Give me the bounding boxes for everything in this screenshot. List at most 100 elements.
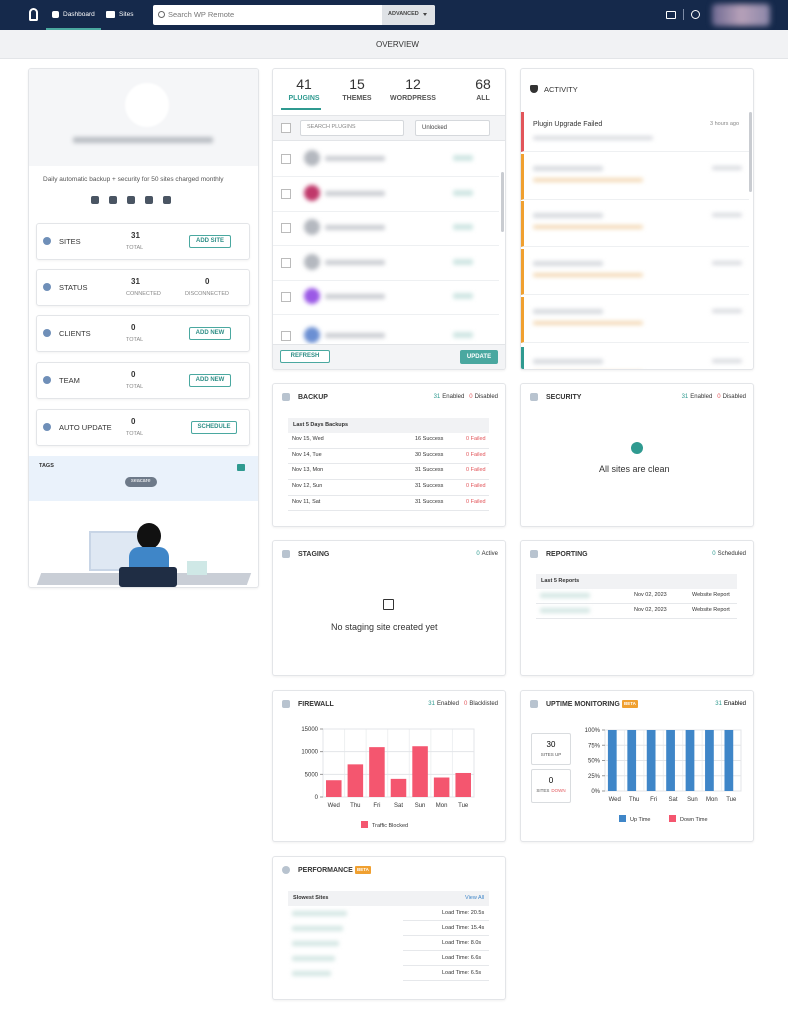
slowest-row: Load Time: 8.0s xyxy=(288,936,489,951)
blurred-content xyxy=(73,137,213,143)
sites-down-word: DOWN xyxy=(551,788,566,793)
backup-success: 31 Success xyxy=(415,498,444,505)
mail-icon[interactable] xyxy=(666,11,676,19)
tags-area: TAGS seacare xyxy=(29,456,258,501)
bar xyxy=(666,730,675,791)
activity-item xyxy=(521,249,749,295)
status-label: Disabled xyxy=(474,394,498,400)
advanced-button[interactable]: ADVANCED xyxy=(382,5,435,25)
nav-label: Dashboard xyxy=(63,11,95,18)
chart: 0 5000 10000 15000 Wed Thu Fri Sat Sun Mon Tue Traf… xyxy=(301,727,475,829)
stat-label: SITES xyxy=(59,237,81,246)
filter-select[interactable]: Unlocked xyxy=(415,120,490,136)
blurred-content xyxy=(533,166,603,171)
checkbox[interactable] xyxy=(281,123,291,133)
plugin-icon xyxy=(304,288,320,304)
nav-dashboard[interactable]: Dashboard xyxy=(46,0,101,30)
sites-down-label: SITES DOWN xyxy=(532,788,570,793)
backup-failed: 0 Failed xyxy=(466,483,486,490)
status-label: Blacklisted xyxy=(469,701,498,707)
staging-message: No staging site created yet xyxy=(331,622,438,632)
stat-value: 0 xyxy=(205,277,210,286)
checkbox[interactable] xyxy=(281,258,291,268)
x-tick-label: Fri xyxy=(650,797,657,803)
sites-up-count: 30 xyxy=(546,740,556,749)
stat-button[interactable]: ADD SITE xyxy=(189,235,231,248)
blurred-content xyxy=(292,941,339,946)
tab[interactable]: 15 THEMES xyxy=(335,73,379,107)
blurred-content xyxy=(533,213,603,218)
staging-card: STAGING 0 Active No staging site created ye… xyxy=(272,540,506,676)
tab[interactable]: 41 PLUGINS xyxy=(282,73,326,107)
card-title: BACKUP xyxy=(298,394,328,401)
blurred-content xyxy=(325,156,385,161)
tab[interactable]: 12 WORDPRESS xyxy=(385,73,441,107)
status-summary: 31 Enabled 0 Disabled xyxy=(682,394,746,400)
backup-row: Nov 12, Sun 31 Success 0 Failed xyxy=(288,480,489,496)
stat-button[interactable]: ADD NEW xyxy=(189,327,231,340)
chair xyxy=(119,567,177,587)
checkbox[interactable] xyxy=(281,331,291,341)
legend-swatch xyxy=(619,815,626,822)
checkbox[interactable] xyxy=(281,189,291,199)
legend-label: Traffic Blocked xyxy=(372,823,408,829)
view-all-link[interactable]: View All xyxy=(465,895,485,901)
backup-date: Nov 14, Tue xyxy=(292,451,322,458)
plugin-icon xyxy=(304,150,320,166)
activity-item xyxy=(521,347,749,369)
icon xyxy=(43,329,51,337)
x-tick-label: Fri xyxy=(373,803,380,809)
bar xyxy=(724,730,734,791)
plugin-search[interactable]: SEARCH PLUGINS xyxy=(300,120,404,136)
x-tick-label: Tue xyxy=(726,797,737,803)
stat-sub: TOTAL xyxy=(126,431,144,437)
security-message: All sites are clean xyxy=(599,464,670,474)
status-summary: 0 Scheduled xyxy=(712,551,746,557)
refresh-button[interactable]: REFRESH xyxy=(280,350,330,363)
backup-row: Nov 11, Sat 31 Success 0 Failed xyxy=(288,496,489,512)
checkbox[interactable] xyxy=(281,154,291,164)
help-icon[interactable] xyxy=(691,10,700,19)
load-time: Load Time: 8.0s xyxy=(442,940,482,946)
tab-underline xyxy=(281,108,321,110)
icon xyxy=(145,196,153,204)
nav-sites[interactable]: Sites xyxy=(104,0,138,30)
tab[interactable]: 68 ALL xyxy=(461,73,505,107)
blurred-content xyxy=(712,213,742,217)
checkbox[interactable] xyxy=(281,223,291,233)
separator xyxy=(683,9,684,20)
status-count: 0 xyxy=(476,551,480,557)
y-tick-label: 10000 xyxy=(301,750,318,756)
status-label: Active xyxy=(481,551,498,557)
search-box[interactable]: Search WP Remote ADVANCED xyxy=(153,5,435,25)
stat-button[interactable]: SCHEDULE xyxy=(191,421,237,434)
scrollbar xyxy=(749,112,752,192)
blurred-content xyxy=(533,309,603,314)
slowest-row: Load Time: 6.6s xyxy=(288,951,489,966)
stat-button[interactable]: ADD NEW xyxy=(189,374,231,387)
update-button[interactable]: UPDATE xyxy=(460,350,498,364)
row-line xyxy=(403,935,489,936)
backup-row: Nov 13, Mon 31 Success 0 Failed xyxy=(288,464,489,481)
card-title: SECURITY xyxy=(546,394,582,401)
backup-failed: 0 Failed xyxy=(466,451,486,458)
blurred-content xyxy=(453,259,473,265)
checkbox[interactable] xyxy=(281,292,291,302)
report-name: Website Report xyxy=(692,592,730,598)
page-header: OVERVIEW xyxy=(0,30,788,59)
stat-sub: TOTAL xyxy=(126,384,144,390)
bar xyxy=(646,730,656,791)
reporting-card: REPORTING 0 Scheduled Last 5 Reports Nov 02,… xyxy=(520,540,754,676)
legend-label: Up Time xyxy=(630,817,650,823)
icon xyxy=(91,196,99,204)
activity-item xyxy=(521,201,749,247)
avatar[interactable] xyxy=(712,4,770,26)
stat-value: 0 xyxy=(131,417,136,426)
blurred-content xyxy=(533,178,643,182)
stat-label: STATUS xyxy=(59,283,88,292)
tag-icon[interactable] xyxy=(237,464,245,471)
icon xyxy=(530,700,538,708)
blurred-content xyxy=(325,260,385,265)
blurred-content xyxy=(453,293,473,299)
y-tick-label: 5000 xyxy=(305,772,319,778)
